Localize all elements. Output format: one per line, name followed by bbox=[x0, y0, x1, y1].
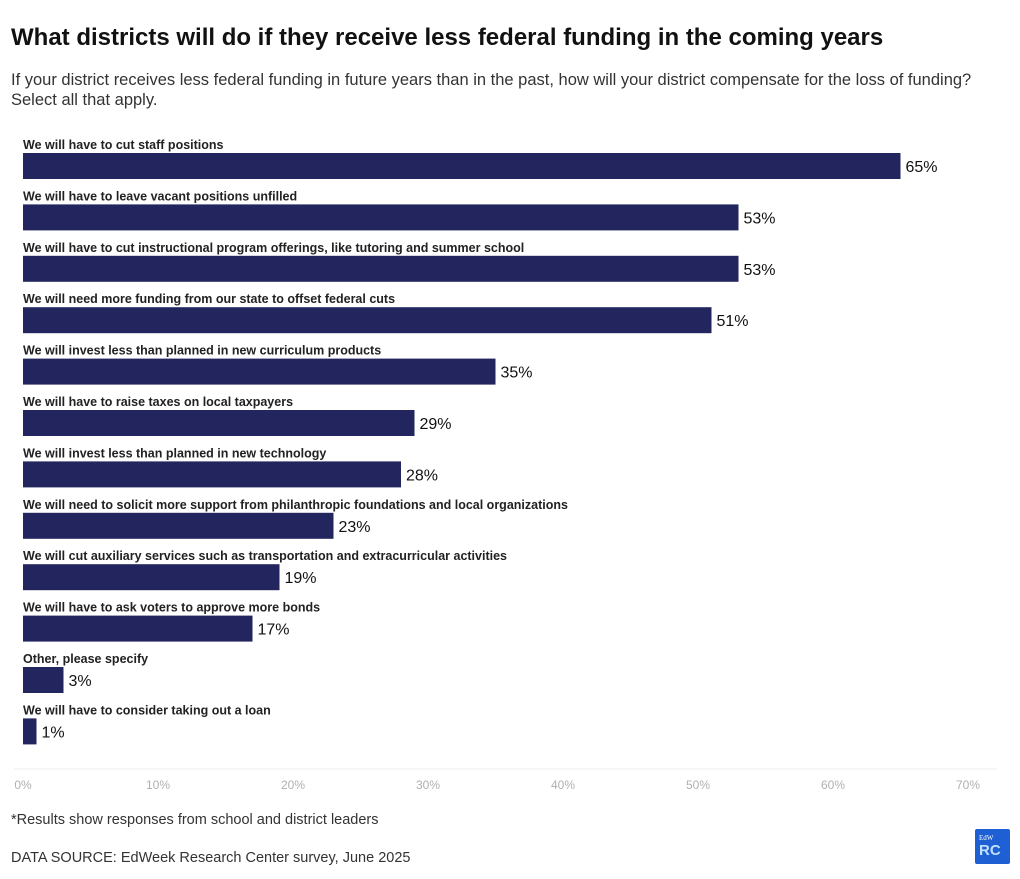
bar[interactable] bbox=[23, 204, 739, 231]
bar-category-label: We will have to raise taxes on local tax… bbox=[23, 395, 293, 409]
x-tick-label: 40% bbox=[551, 778, 575, 792]
bar-value-label: 28% bbox=[406, 467, 438, 484]
bar-value-label: 19% bbox=[285, 570, 317, 587]
bar-value-label: 35% bbox=[501, 365, 533, 382]
bar-value-label: 53% bbox=[744, 262, 776, 279]
x-tick-label: 70% bbox=[956, 778, 980, 792]
bar[interactable] bbox=[23, 564, 280, 591]
chart-title: What districts will do if they receive l… bbox=[11, 24, 884, 51]
bar[interactable] bbox=[23, 718, 37, 745]
x-tick-label: 60% bbox=[821, 778, 845, 792]
footnote: *Results show responses from school and … bbox=[11, 812, 379, 828]
x-tick-label: 0% bbox=[14, 778, 32, 792]
bar[interactable] bbox=[23, 255, 739, 282]
x-tick-label: 20% bbox=[281, 778, 305, 792]
logo-small-text: EdW bbox=[979, 834, 994, 842]
data-source: DATA SOURCE: EdWeek Research Center surv… bbox=[11, 850, 411, 866]
bar[interactable] bbox=[23, 410, 415, 436]
bar-value-label: 51% bbox=[717, 313, 749, 330]
bar-category-label: We will need more funding from our state… bbox=[23, 292, 395, 306]
bar-chart: We will have to cut staff positions 65% We… bbox=[14, 138, 997, 792]
bar-category-label: We will have to consider taking out a lo… bbox=[23, 703, 271, 717]
chart-subtitle: If your district receives less federal f… bbox=[11, 71, 972, 109]
bar-category-label: We will invest less than planned in new … bbox=[23, 344, 381, 358]
bar-category-label: We will have to cut instructional progra… bbox=[23, 241, 524, 255]
bar-category-label: We will have to leave vacant positions u… bbox=[23, 189, 297, 203]
bar-value-label: 29% bbox=[420, 416, 452, 433]
bar-category-label: Other, please specify bbox=[23, 652, 148, 666]
bar-category-label: We will have to ask voters to approve mo… bbox=[23, 601, 320, 615]
bar-value-label: 3% bbox=[69, 673, 92, 690]
bar[interactable] bbox=[23, 153, 901, 179]
bar-value-label: 53% bbox=[744, 210, 776, 227]
bar-category-label: We will need to solicit more support fro… bbox=[23, 498, 568, 512]
bar[interactable] bbox=[23, 615, 253, 642]
bar[interactable] bbox=[23, 307, 712, 334]
x-tick-label: 10% bbox=[146, 778, 170, 792]
bar[interactable] bbox=[23, 667, 64, 693]
bar-value-label: 23% bbox=[339, 519, 371, 536]
edweek-rc-logo[interactable]: EdW RC bbox=[975, 829, 1010, 864]
bar-category-label: We will have to cut staff positions bbox=[23, 138, 224, 152]
bar[interactable] bbox=[23, 512, 334, 539]
bar[interactable] bbox=[23, 358, 496, 385]
bar[interactable] bbox=[23, 461, 401, 488]
bar-category-label: We will invest less than planned in new … bbox=[23, 446, 326, 460]
bar-value-label: 17% bbox=[258, 622, 290, 639]
logo-big-text: RC bbox=[979, 842, 1001, 859]
bar-value-label: 1% bbox=[42, 724, 65, 741]
x-tick-label: 30% bbox=[416, 778, 440, 792]
bar-value-label: 65% bbox=[906, 159, 938, 176]
x-tick-label: 50% bbox=[686, 778, 710, 792]
bar-category-label: We will cut auxiliary services such as t… bbox=[23, 549, 507, 563]
